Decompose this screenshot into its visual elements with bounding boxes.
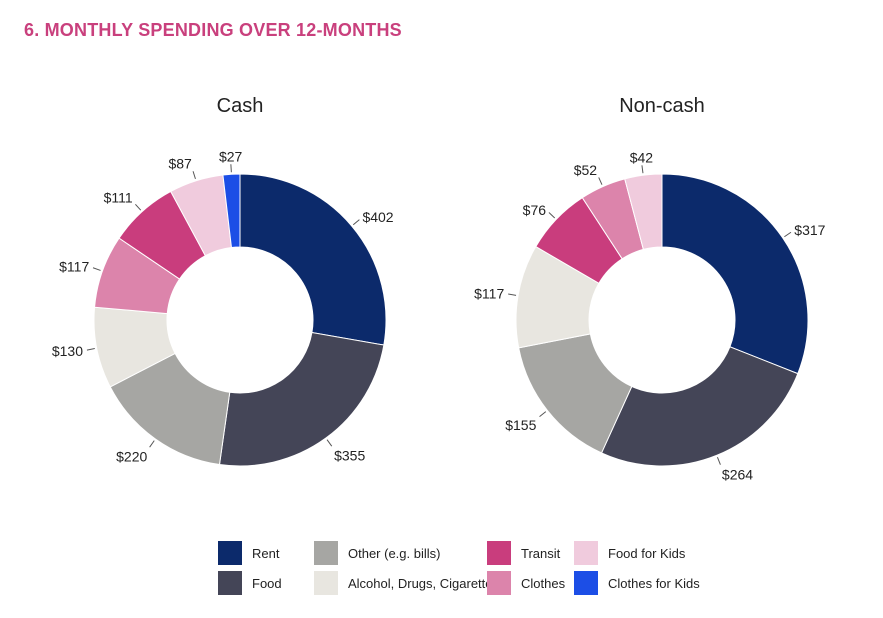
legend-swatch-alcohol — [314, 571, 338, 595]
legend-item-clothes-for-kids: Clothes for Kids — [574, 571, 700, 595]
cash-slice-food — [218, 331, 385, 467]
non-cash-donut: Non-cash $317 $264 $155 $117 $76 $52 $42 — [474, 95, 826, 482]
legend-swatch-rent — [218, 541, 242, 565]
legend-label-clothes-for-kids: Clothes for Kids — [608, 575, 700, 591]
non-cash-leader-food-for-kids — [641, 165, 644, 174]
legend-swatch-clothes — [487, 571, 511, 595]
cash-leader-other-e-g-bills — [149, 440, 155, 448]
non-cash-label-other-e-g-bills: $155 — [505, 417, 536, 433]
non-cash-title: Non-cash — [619, 95, 705, 117]
cash-leader-rent — [352, 219, 360, 226]
cash-leader-clothes — [92, 267, 101, 271]
legend-label-rent: Rent — [252, 545, 280, 561]
non-cash-leader-other-e-g-bills — [539, 411, 547, 418]
non-cash-label-food-for-kids: $42 — [630, 149, 654, 165]
non-cash-leader-clothes — [598, 177, 603, 185]
non-cash-label-transit: $76 — [523, 202, 547, 218]
legend-swatch-clothes-for-kids — [574, 571, 598, 595]
non-cash-slice-rent — [661, 173, 809, 375]
legend-swatch-transit — [487, 541, 511, 565]
cash-label-clothes-for-kids: $27 — [219, 148, 243, 164]
legend-swatch-other — [314, 541, 338, 565]
non-cash-leader-rent — [784, 231, 792, 238]
cash-label-food: $355 — [334, 447, 365, 463]
legend-item-food: Food — [218, 571, 282, 595]
legend-item-rent: Rent — [218, 541, 279, 565]
cash-leader-food — [326, 439, 333, 447]
page-heading: 6. MONTHLY SPENDING OVER 12-MONTHS — [24, 20, 402, 40]
non-cash-label-food: $264 — [722, 466, 753, 482]
legend-label-other: Other (e.g. bills) — [348, 545, 441, 561]
cash-leader-transit — [135, 203, 142, 211]
legend-item-alcohol: Alcohol, Drugs, Cigarettes — [314, 571, 499, 595]
non-cash-label-clothes: $52 — [574, 162, 598, 178]
legend-label-food: Food — [252, 575, 282, 591]
donut-charts: Cash $402 $355 $220 $130 $117 $111 $87 $27 Non-ca… — [52, 95, 826, 482]
cash-slice-clothes-for-kids — [222, 173, 241, 249]
cash-label-food-for-kids: $87 — [168, 155, 192, 171]
legend-label-food-for-kids: Food for Kids — [608, 545, 686, 561]
cash-leader-food-for-kids — [192, 171, 196, 180]
cash-label-transit: $111 — [104, 189, 133, 205]
non-cash-leader-food — [716, 457, 721, 465]
legend-label-transit: Transit — [521, 545, 561, 561]
cash-title: Cash — [217, 95, 264, 117]
legend-item-food-for-kids: Food for Kids — [574, 541, 685, 565]
non-cash-leader-transit — [548, 212, 556, 219]
non-cash-label-rent: $317 — [794, 222, 825, 238]
non-cash-leader-alcohol-drugs-cigarettes — [508, 293, 517, 296]
legend-item-other: Other (e.g. bills) — [314, 541, 440, 565]
cash-label-rent: $402 — [362, 209, 393, 225]
non-cash-slice-food — [600, 346, 799, 467]
cash-leader-alcohol-drugs-cigarettes — [86, 348, 95, 351]
legend-label-alcohol: Alcohol, Drugs, Cigarettes — [348, 575, 500, 591]
non-cash-label-alcohol-drugs-cigarettes: $117 — [474, 285, 504, 301]
non-cash-slice-food-for-kids — [624, 173, 663, 251]
cash-slice-rent — [239, 173, 387, 346]
legend-label-clothes: Clothes — [521, 575, 566, 591]
legend-swatch-food-for-kids — [574, 541, 598, 565]
legend-item-transit: Transit — [487, 541, 560, 565]
cash-donut: Cash $402 $355 $220 $130 $117 $111 $87 $27 — [52, 95, 394, 467]
cash-label-alcohol-drugs-cigarettes: $130 — [52, 343, 83, 359]
cash-label-clothes: $117 — [59, 258, 89, 274]
legend-item-clothes: Clothes — [487, 571, 565, 595]
legend: Rent Food Other (e.g. bills) Alcohol, Dr… — [218, 541, 738, 601]
legend-swatch-food — [218, 571, 242, 595]
cash-label-other-e-g-bills: $220 — [116, 448, 147, 464]
